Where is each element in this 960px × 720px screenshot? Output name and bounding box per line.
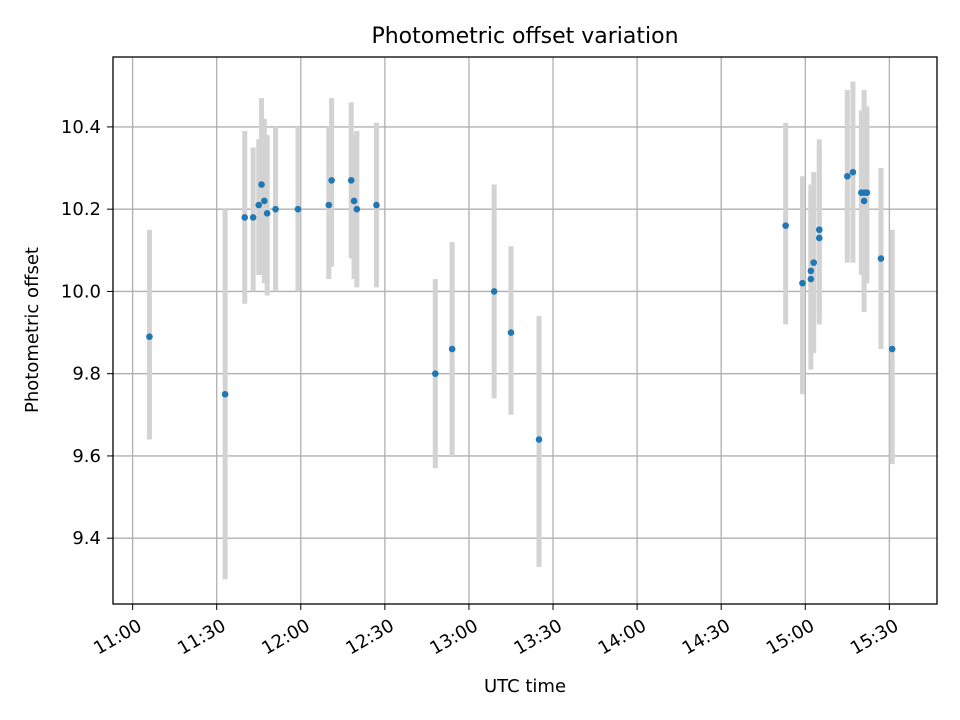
data-point xyxy=(263,209,271,217)
y-axis-ticks: 9.4 9.6 9.8 10.0 10.2 10.4 xyxy=(61,117,113,549)
data-point xyxy=(490,288,498,295)
data-point xyxy=(507,329,515,336)
data-point xyxy=(258,181,265,188)
x-tick-label: 15:30 xyxy=(847,615,902,659)
plot-area-frame xyxy=(112,56,938,605)
grid-lines xyxy=(113,57,937,604)
data-point xyxy=(373,201,380,209)
data-point xyxy=(272,205,279,213)
y-tick-label: 9.6 xyxy=(72,446,101,467)
x-axis-ticks: 11:00 11:30 12:00 12:30 13:00 13:30 14:00 14:30… xyxy=(90,604,902,659)
data-point xyxy=(810,259,817,266)
data-point xyxy=(535,436,543,443)
x-tick-label: 15:00 xyxy=(763,615,818,659)
data-point xyxy=(799,279,806,287)
data-point xyxy=(448,345,456,353)
y-tick-label: 9.4 xyxy=(72,528,101,549)
data-point xyxy=(353,205,361,213)
data-point xyxy=(807,275,815,283)
data-point xyxy=(350,197,358,205)
data-point xyxy=(815,234,823,242)
x-tick-label: 14:00 xyxy=(595,615,650,659)
chart-title: Photometric offset variation xyxy=(371,24,678,49)
data-point xyxy=(347,177,355,184)
y-tick-label: 10.2 xyxy=(61,199,101,220)
data-point xyxy=(815,226,823,234)
y-tick-label: 10.0 xyxy=(61,281,101,302)
x-axis-label: UTC time xyxy=(484,676,566,697)
x-tick-label: 14:30 xyxy=(679,615,734,659)
data-point xyxy=(255,201,263,209)
y-tick-label: 10.4 xyxy=(61,117,101,138)
data-point xyxy=(863,189,871,197)
data-point xyxy=(849,168,857,176)
error-bars xyxy=(146,81,895,580)
x-tick-label: 13:30 xyxy=(511,615,566,659)
data-point xyxy=(146,333,153,340)
x-tick-label: 12:00 xyxy=(258,615,313,659)
data-point xyxy=(782,222,789,229)
data-point xyxy=(221,390,229,398)
data-point xyxy=(249,214,257,221)
data-point xyxy=(241,214,249,221)
data-points xyxy=(146,168,896,443)
x-tick-label: 11:00 xyxy=(90,615,145,659)
data-point xyxy=(294,205,302,213)
data-point xyxy=(261,197,268,205)
y-tick-label: 9.8 xyxy=(72,364,101,385)
x-tick-label: 11:30 xyxy=(174,615,229,659)
data-point xyxy=(860,197,868,205)
y-axis-label: Photometric offset xyxy=(22,247,43,413)
x-tick-label: 13:00 xyxy=(426,615,481,659)
data-point xyxy=(328,177,335,184)
data-point xyxy=(877,255,885,262)
data-point xyxy=(807,267,815,275)
x-tick-label: 12:30 xyxy=(342,615,397,659)
data-point xyxy=(888,345,896,353)
data-point xyxy=(844,172,851,180)
data-point xyxy=(432,370,439,377)
data-point xyxy=(325,201,333,209)
